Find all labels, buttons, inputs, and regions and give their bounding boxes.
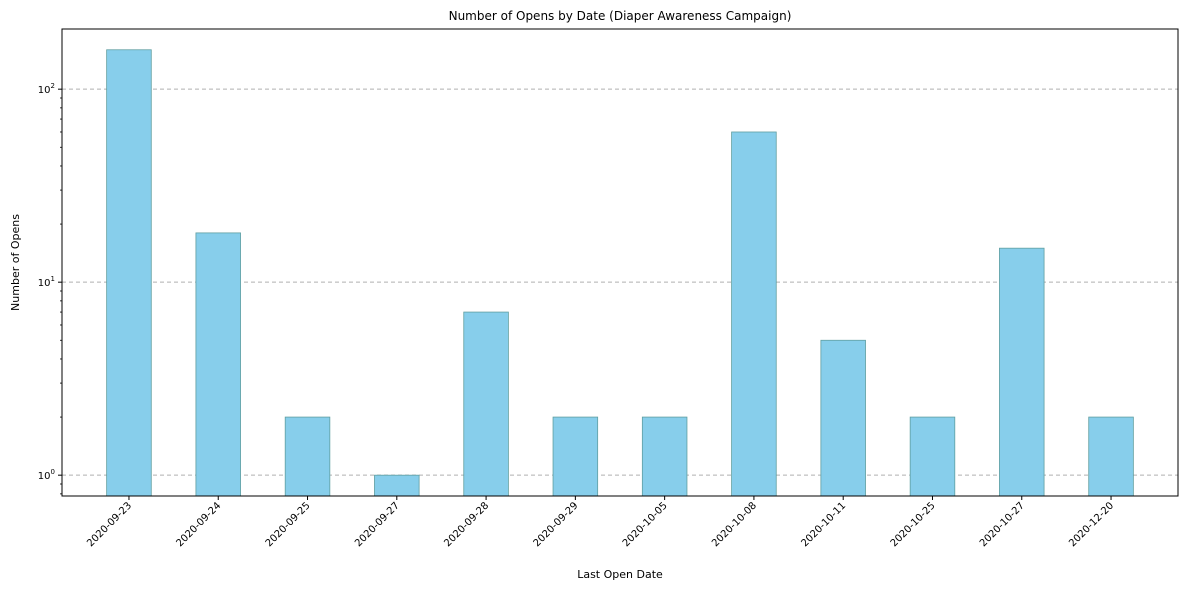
bar (284, 416, 331, 497)
bar (1088, 416, 1134, 497)
y-tick-label: 102 (38, 82, 55, 96)
x-tick-label: 2020-09-24 (174, 500, 223, 549)
bar (999, 247, 1045, 497)
bar (820, 339, 866, 497)
plot-frame (61, 28, 1179, 497)
bar (106, 49, 152, 497)
x-tick-label: 2020-10-11 (799, 500, 848, 549)
x-axis-ticks: 2020-09-23 2020-09-24 2020-09-25 2020-09-27… (85, 496, 1116, 549)
x-tick-label: 2020-09-29 (532, 500, 581, 549)
bar (552, 416, 599, 497)
bars (106, 49, 1134, 497)
x-tick-label: 2020-10-25 (889, 500, 938, 549)
x-tick-label: 2020-12-20 (1067, 500, 1116, 549)
bar (374, 474, 420, 497)
x-tick-label: 2020-09-25 (264, 500, 313, 549)
x-axis-title: Last Open Date (577, 568, 663, 581)
y-tick-label: 100 (38, 468, 55, 482)
x-tick-label: 2020-09-28 (442, 500, 491, 549)
bar (463, 311, 509, 497)
y-axis-title: Number of Opens (9, 214, 22, 311)
y-tick-label: 101 (38, 275, 55, 289)
bar (909, 416, 956, 497)
bar (641, 416, 688, 497)
x-tick-label: 2020-09-27 (353, 500, 402, 549)
x-tick-label: 2020-09-23 (85, 500, 134, 549)
x-tick-label: 2020-10-08 (710, 500, 759, 549)
gridlines (62, 88, 1178, 476)
y-axis-ticks: 100 101 102 (38, 82, 62, 495)
x-tick-label: 2020-10-05 (621, 500, 670, 549)
chart-title: Number of Opens by Date (Diaper Awarenes… (449, 9, 792, 23)
bar (195, 232, 241, 497)
bar (731, 131, 777, 497)
x-tick-label: 2020-10-27 (978, 500, 1027, 549)
